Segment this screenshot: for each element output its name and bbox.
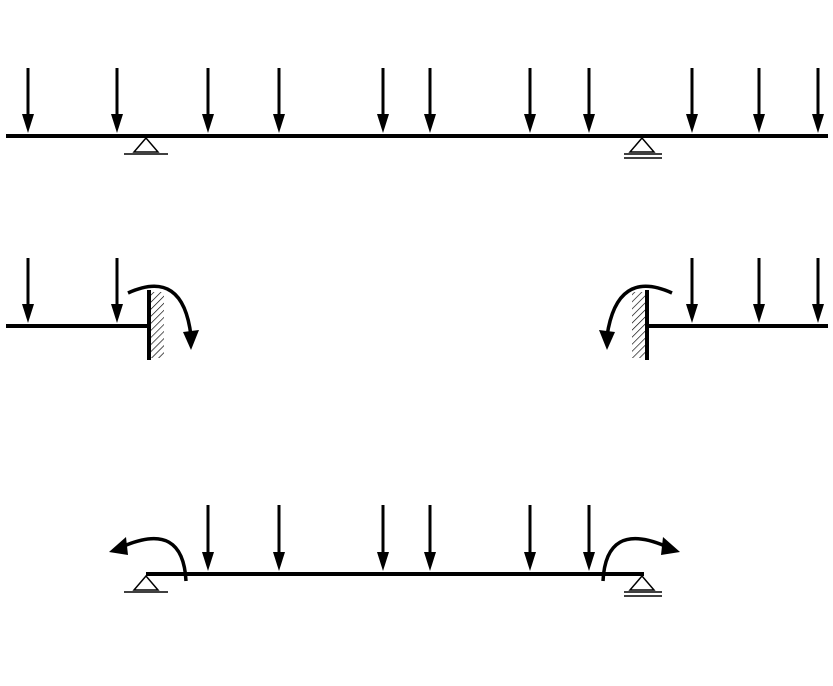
load-arrows [202,505,595,571]
load-arrows [22,258,123,323]
load-arrow [202,68,214,133]
load-arrow [812,68,824,133]
load-arrows [22,68,824,133]
panel-left-cantilever [6,258,199,360]
load-arrow [377,68,389,133]
load-arrow [686,258,698,323]
load-arrow [686,68,698,133]
load-arrow [202,505,214,571]
load-arrow [424,68,436,133]
moment-arrow-clockwise [601,536,680,582]
panel-continuous-beam [6,68,828,159]
load-arrow [424,505,436,571]
load-arrow [583,68,595,133]
load-arrow [22,258,34,323]
roller-support [624,136,662,159]
pin-support [124,574,168,593]
load-arrow [753,258,765,323]
load-arrow [273,505,285,571]
load-arrow [753,68,765,133]
roller-support [624,574,662,597]
moment-arrow-counterclockwise [109,536,188,582]
moment-arrow-counterclockwise [599,284,673,350]
load-arrow [111,68,123,133]
panel-simple-span [109,505,680,597]
moment-arrow-clockwise [127,284,199,350]
load-arrow [524,505,536,571]
load-arrows [686,258,824,323]
pin-support [124,136,168,155]
load-arrow [812,258,824,323]
panel-right-cantilever [599,258,828,360]
load-arrow [22,68,34,133]
load-arrow [111,258,123,323]
load-arrow [583,505,595,571]
load-arrow [273,68,285,133]
load-arrow [524,68,536,133]
fixed-wall [632,290,649,360]
fixed-wall [147,290,164,360]
load-arrow [377,505,389,571]
